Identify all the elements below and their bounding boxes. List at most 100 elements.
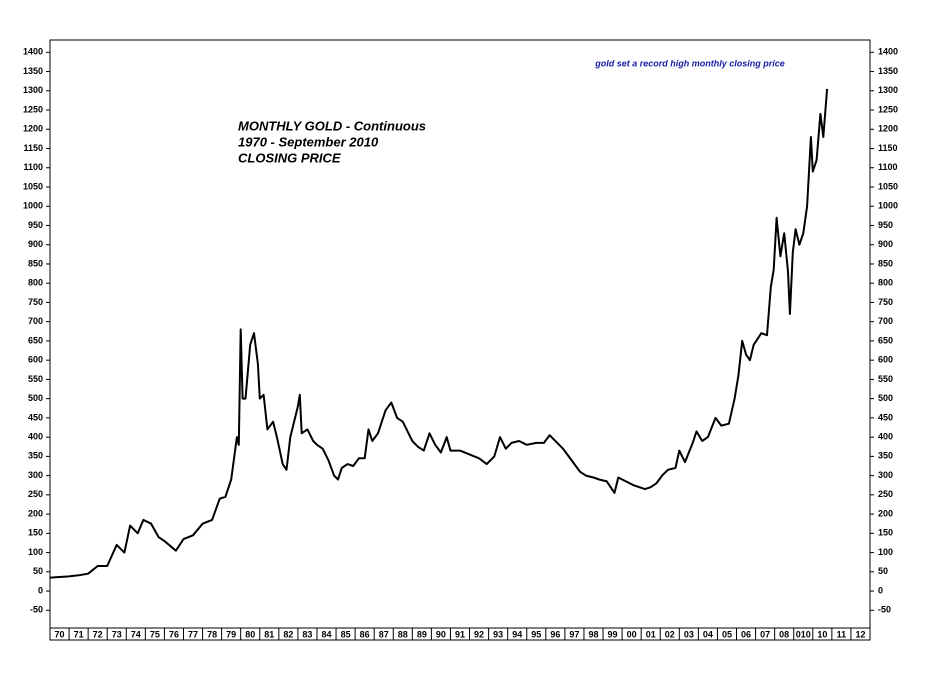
y-tick-label: 450	[28, 412, 43, 422]
y-tick-label: 500	[878, 393, 893, 403]
y-tick-label: 600	[28, 355, 43, 365]
x-tick-label: 74	[131, 629, 141, 639]
x-tick-label: 93	[493, 629, 503, 639]
x-tick-label: 85	[341, 629, 351, 639]
x-tick-label: 73	[112, 629, 122, 639]
y-tick-label: 1200	[23, 124, 43, 134]
y-tick-label: 750	[28, 297, 43, 307]
x-tick-label: 07	[760, 629, 770, 639]
y-tick-label: 50	[878, 566, 888, 576]
y-tick-label: 1350	[23, 66, 43, 76]
y-tick-label: 250	[878, 489, 893, 499]
y-tick-label: 250	[28, 489, 43, 499]
y-tick-label: 200	[28, 508, 43, 518]
y-tick-label: 700	[878, 316, 893, 326]
x-tick-label: 84	[322, 629, 332, 639]
y-tick-label: 0	[878, 585, 883, 595]
x-tick-label: 10	[817, 629, 827, 639]
y-tick-label: 1250	[878, 104, 898, 114]
chart-subtitle: 1970 - September 2010	[238, 134, 379, 149]
x-tick-label: 12	[855, 629, 865, 639]
y-tick-label: 850	[28, 258, 43, 268]
x-tick-label: 70	[55, 629, 65, 639]
y-tick-label: 0	[38, 585, 43, 595]
y-tick-label: 200	[878, 508, 893, 518]
y-tick-label: 1200	[878, 124, 898, 134]
y-tick-label: 700	[28, 316, 43, 326]
y-tick-label: 150	[28, 528, 43, 538]
x-tick-label: 89	[417, 629, 427, 639]
x-tick-label: 98	[588, 629, 598, 639]
x-tick-label: 010	[796, 629, 811, 639]
x-tick-label: 78	[207, 629, 217, 639]
y-tick-label: 350	[878, 451, 893, 461]
y-tick-label: 1300	[23, 85, 43, 95]
x-tick-label: 83	[302, 629, 312, 639]
y-tick-label: 1000	[878, 201, 898, 211]
y-tick-label: 1250	[23, 104, 43, 114]
x-tick-label: 71	[74, 629, 84, 639]
x-tick-label: 08	[779, 629, 789, 639]
y-tick-label: 650	[28, 335, 43, 345]
y-tick-label: 950	[878, 220, 893, 230]
y-tick-label: 750	[878, 297, 893, 307]
x-tick-label: 05	[722, 629, 732, 639]
price-line	[49, 88, 829, 579]
y-tick-label: 1400	[878, 47, 898, 57]
x-tick-label: 90	[436, 629, 446, 639]
y-tick-label: 400	[28, 432, 43, 442]
x-tick-label: 72	[93, 629, 103, 639]
y-tick-label: 450	[878, 412, 893, 422]
y-tick-label: 1400	[23, 47, 43, 57]
y-tick-label: 1150	[23, 143, 43, 153]
y-tick-label: 900	[28, 239, 43, 249]
x-tick-label: 04	[703, 629, 713, 639]
x-tick-label: 86	[360, 629, 370, 639]
y-tick-label: 1150	[878, 143, 898, 153]
x-tick-label: 03	[684, 629, 694, 639]
y-tick-label: 1000	[23, 201, 43, 211]
x-tick-label: 80	[245, 629, 255, 639]
x-tick-label: 01	[646, 629, 656, 639]
x-tick-label: 75	[150, 629, 160, 639]
y-tick-label: 1050	[878, 181, 898, 191]
chart-subtitle: CLOSING PRICE	[238, 150, 341, 165]
y-tick-label: 800	[28, 278, 43, 288]
x-tick-label: 94	[512, 629, 522, 639]
y-tick-label: 1050	[23, 181, 43, 191]
x-tick-label: 79	[226, 629, 236, 639]
x-tick-label: 77	[188, 629, 198, 639]
y-tick-label: 650	[878, 335, 893, 345]
plot-frame	[49, 39, 871, 629]
x-tick-label: 88	[398, 629, 408, 639]
y-tick-label: 50	[33, 566, 43, 576]
x-tick-label: 02	[665, 629, 675, 639]
x-tick-label: 95	[531, 629, 541, 639]
y-tick-label: 850	[878, 258, 893, 268]
x-tick-label: 92	[474, 629, 484, 639]
y-tick-label: 300	[28, 470, 43, 480]
x-tick-label: 99	[608, 629, 618, 639]
x-tick-label: 91	[455, 629, 465, 639]
y-tick-label: 550	[878, 374, 893, 384]
x-tick-label: 82	[283, 629, 293, 639]
x-tick-label: 81	[264, 629, 274, 639]
y-tick-label: 1100	[878, 162, 898, 172]
y-tick-label: 1300	[878, 85, 898, 95]
y-tick-label: 550	[28, 374, 43, 384]
x-tick-label: 06	[741, 629, 751, 639]
x-tick-label: 87	[379, 629, 389, 639]
x-tick-label: 97	[569, 629, 579, 639]
x-tick-label: 00	[627, 629, 637, 639]
chart-title: MONTHLY GOLD - Continuous	[238, 118, 426, 133]
y-tick-label: 900	[878, 239, 893, 249]
y-tick-label: 100	[878, 547, 893, 557]
y-tick-label: 950	[28, 220, 43, 230]
y-tick-label: 300	[878, 470, 893, 480]
y-tick-label: 350	[28, 451, 43, 461]
x-tick-label: 76	[169, 629, 179, 639]
y-tick-label: 1350	[878, 66, 898, 76]
y-tick-label: 600	[878, 355, 893, 365]
y-tick-label: 400	[878, 432, 893, 442]
